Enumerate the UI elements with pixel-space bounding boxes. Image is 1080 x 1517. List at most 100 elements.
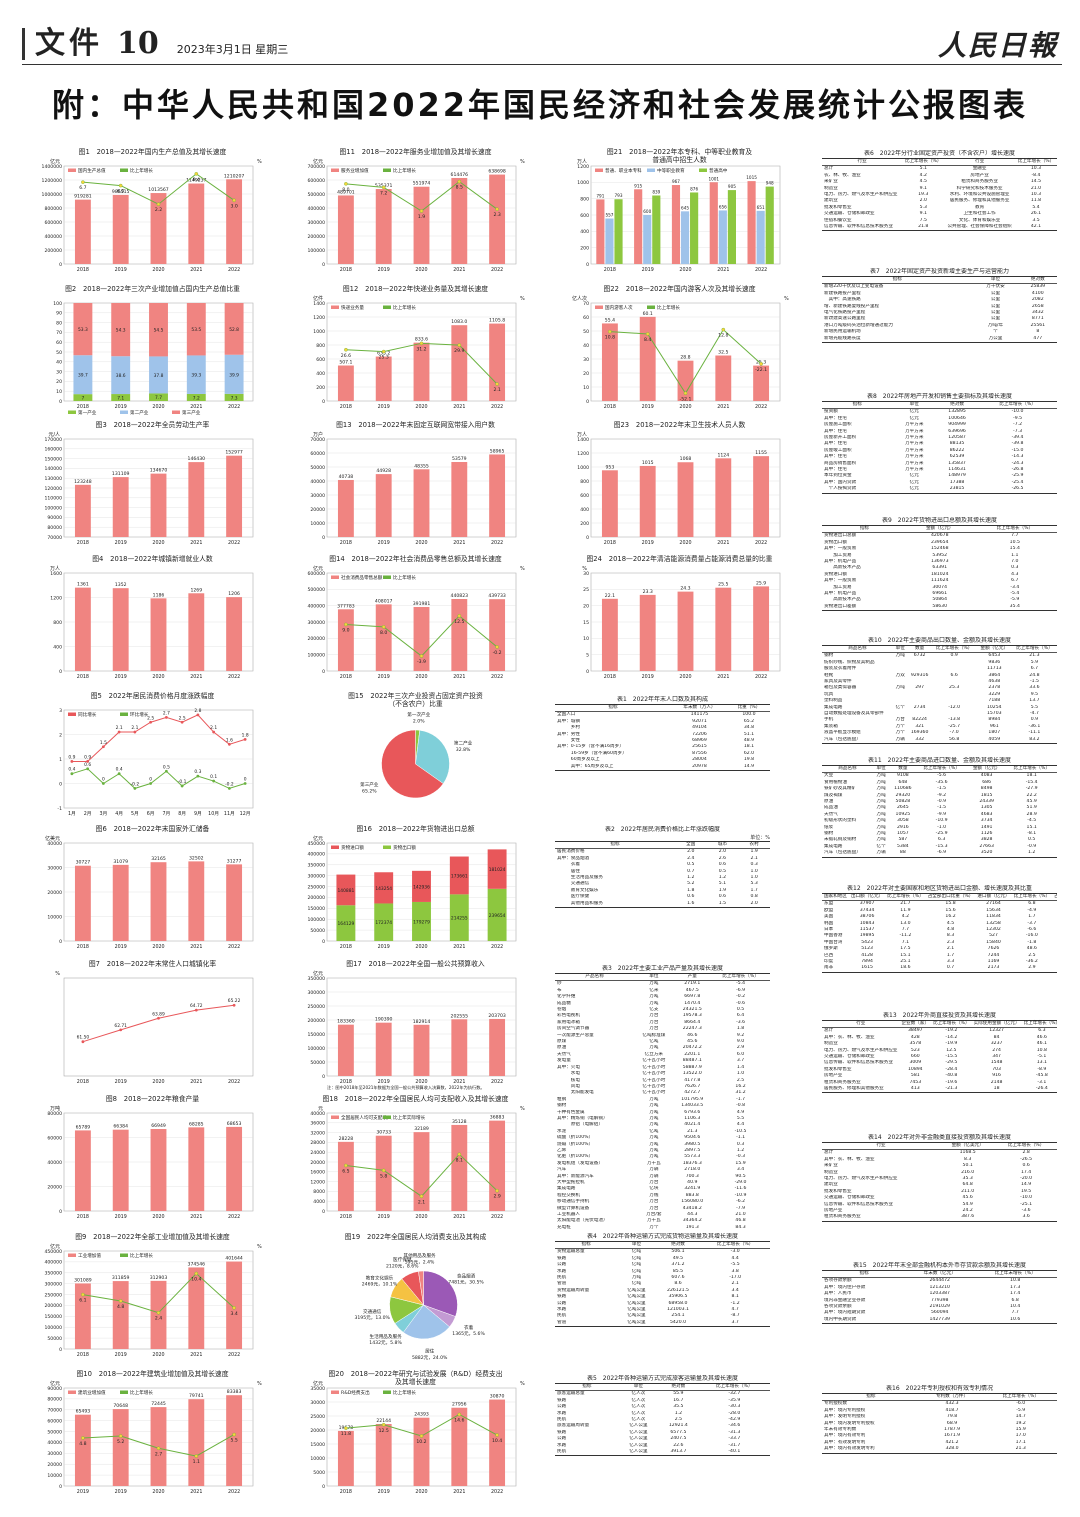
growth-label: 5.5 (230, 1438, 237, 1444)
y-tick-label: 20000 (47, 1184, 62, 1190)
table-cell: 其中：精炼铜（电解铜） (557, 1115, 608, 1121)
table-cell: 加工贸易 (824, 552, 852, 558)
table-cell: 428 (910, 1034, 920, 1040)
table-cell: 境内非金融企业存款 (824, 1297, 866, 1303)
table-row: 16-59岁（含不满60周岁） 87556 62.0 (555, 751, 770, 757)
table-header-row: 指标 单位 绝对数 比上年增长（%） (555, 1241, 770, 1250)
y-tick-label: 0 (59, 781, 62, 787)
bar (150, 1280, 167, 1349)
table-cell: -39.8 (1011, 441, 1024, 447)
table-row: 原铝（电解铝） 万吨 4021.4 4.4 (555, 1122, 770, 1128)
y-tick-label: 0 (322, 1209, 325, 1215)
table-title: 表10 2022年主要商品出口数量、金额及其增长速度 (868, 637, 1011, 644)
bar-label: 32165 (151, 856, 166, 862)
x-tick-label: 2021 (453, 540, 465, 546)
table-cell: 5.2 (687, 881, 695, 887)
table-cell: 169360 (910, 730, 929, 736)
column-header: 比上年增长（%） (931, 1020, 972, 1029)
growth-point (232, 1432, 236, 1437)
table-cell: 管道 (557, 1281, 567, 1287)
point-label: -0.2 (225, 781, 234, 787)
table-cell: 制造业 (824, 185, 838, 191)
x-tick-label: 2019 (378, 1489, 390, 1495)
table-cell: 181024 (930, 571, 949, 577)
y-tick-label: 0 (586, 535, 589, 541)
table-cell: 租赁和商务服务业 (824, 1079, 861, 1085)
bar-label: 953 (606, 464, 615, 470)
y-tick-label: 400000 (307, 852, 325, 858)
x-tick-label: 2018 (340, 944, 352, 950)
table-cell: 0.5 (687, 862, 695, 868)
chart-fig2: 图2 2018—2022年三次产业增加值占国内生产总值比重 0 10 20 30 40 50… (30, 285, 275, 415)
table-cell: 3.4 (736, 1167, 745, 1173)
series-point (164, 715, 168, 719)
bar-label: 1149237 (186, 178, 207, 184)
table-cell: 929316 (910, 672, 929, 678)
bar-label: 22144 (376, 1418, 391, 1424)
bar (226, 1395, 243, 1486)
bar-label: 72445 (151, 1401, 166, 1407)
table-header-row: 指标 单位 绝对数 (822, 276, 1057, 285)
table-cell: 9108 (896, 773, 909, 779)
table-cell: -7.9 (736, 1205, 746, 1211)
bar (375, 1022, 392, 1076)
table-cell: 88487.1 (682, 1058, 702, 1064)
table-row: 交通运输、仓储和邮政业 9.1 卫生和社会工作 26.1 (822, 211, 1057, 217)
data-table-table10: 表10 2022年主要商品出口数量、金额及其增长速度 商品名称 单位 数量 比上年增长（… (822, 637, 1057, 749)
bar (74, 199, 91, 264)
legend-label: 比上年增长 (130, 1389, 153, 1396)
growth-label: 26.6 (341, 353, 351, 359)
legend-swatch (383, 1390, 391, 1394)
y-tick-label: 130000 (44, 476, 62, 482)
segment-label: 39.9 (229, 372, 239, 378)
table-row: 居民消费价格 2.0 2.0 1.9 (555, 849, 770, 856)
table-cell: 3058 (896, 818, 909, 824)
table-cell: -21.3 (945, 1086, 958, 1092)
bar (489, 599, 506, 671)
table-cell: -25.1 (1020, 1201, 1033, 1207)
bar (671, 185, 681, 264)
table-cell: -10.9 (734, 1192, 747, 1198)
table-cell: 其中：住宅 (824, 428, 847, 434)
table-cell: 万吨 (876, 805, 886, 811)
table-cell: 美国 (824, 914, 834, 920)
table-row: 塑料制品 7188 13.7 (822, 698, 1057, 704)
table-cell: 4.9 (736, 1109, 745, 1115)
table-cell: 254.1 (671, 1313, 685, 1319)
growth-label: 4.8 (117, 1304, 124, 1310)
table-cell: 2718.0 (684, 1167, 701, 1173)
x-tick-label: 2021 (190, 1214, 202, 1220)
growth-point (457, 614, 462, 618)
y-tick-label: 20 (583, 603, 589, 609)
table-cell: 6.3 (937, 837, 946, 843)
y-axis-label: % (55, 971, 60, 977)
table-cell: 321 (915, 723, 924, 729)
table-cell: -10.0 (1011, 409, 1024, 415)
point-label: 0 (149, 777, 152, 783)
table-cell: -31.3 (728, 1429, 741, 1435)
y-tick-label: 0 (59, 669, 62, 675)
table-cell: -1.5 (937, 805, 947, 811)
table-row: 风电 亿千瓦小时 7626.7 16.2 (555, 1084, 770, 1090)
column-header: 金额（亿元） (906, 525, 973, 534)
table-cell: 其中：境内住户存款 (824, 1284, 866, 1290)
table-cell: 216.0 (961, 1169, 975, 1175)
table-cell: 硫酸（折100%） (557, 1135, 594, 1141)
table-cell: 14.9 (1020, 1182, 1032, 1188)
growth-point (156, 202, 161, 207)
bar (451, 1124, 468, 1211)
table-cell: 原油 (824, 799, 834, 805)
table-row: 旅客运输周转量 亿人公里 12921.4 -34.6 (555, 1423, 770, 1429)
table-cell: 64.8 (962, 1182, 973, 1188)
table-cell: -8.7 (730, 1313, 740, 1319)
table-cell: 1.7 (1028, 914, 1036, 920)
table-cell: -15.5 (945, 1054, 958, 1060)
segment-label: 181024 (489, 867, 506, 873)
table-cell: 4.5 (919, 179, 927, 185)
y-tick-label: 60000 (47, 1418, 62, 1424)
table-cell: 其中：发明专利授权 (824, 1414, 866, 1420)
table-cell: -6.2 (736, 1199, 746, 1205)
data-table-table9: 表9 2022年货物进出口总额及其增长速度 指标 金额（亿元） 比上年增长（%） 货物进… (822, 517, 1057, 627)
table-cell: 3.3 (946, 959, 955, 965)
